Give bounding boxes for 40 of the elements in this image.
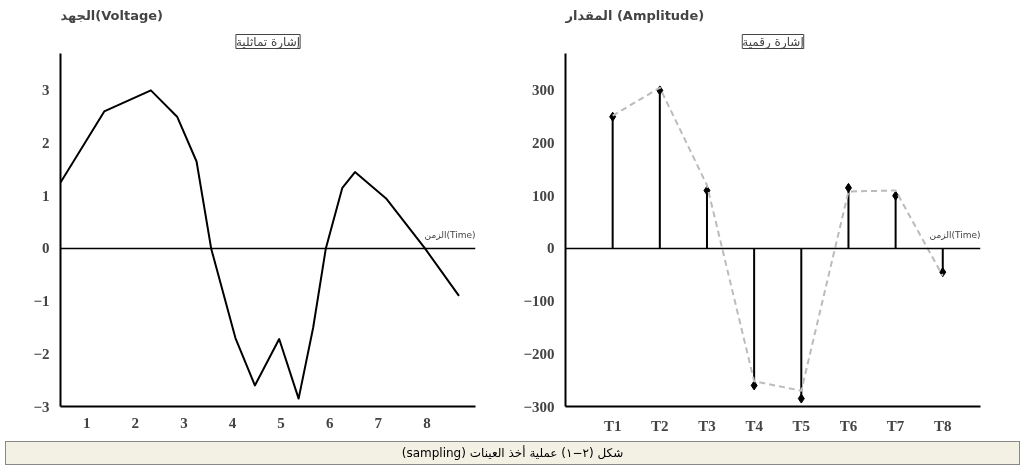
y-tick-label: −300 [523,398,555,415]
x-tick-label: 1 [82,414,91,431]
x-tick-label: 5 [277,414,285,431]
chart-title: إشارة تماثلية [235,34,301,50]
x-tick-label: T6 [839,417,858,434]
text: شكل (٢−١) عملية أخذ العينات (sampling) [401,445,624,462]
y-tick-label: −200 [523,345,555,362]
y-tick-label: −100 [523,293,555,310]
x-tick-label: T2 [651,417,669,434]
x-tick-label: 8 [423,414,431,431]
point [797,393,805,404]
x-tick-label: 4 [228,414,237,431]
chart-title: إشارة رقمية [742,34,804,50]
x-tick-label: T3 [698,417,716,434]
y-tick-label: −3 [33,398,50,415]
x-tick-label: 3 [180,414,188,431]
x-tick-label: 7 [374,414,383,431]
x-axis-title: الزمن(Time) [424,230,476,241]
y-tick-label: 300 [532,82,555,99]
y-tick-label: −2 [33,345,50,362]
y-axis-title: الجهد(Voltage) [60,7,164,23]
y-tick-label: 200 [532,135,555,152]
y-tick-label: −1 [33,293,50,310]
x-tick-label: T5 [792,417,811,434]
x-axis-title: الزمن(Time) [929,230,981,241]
x-tick-label: T7 [886,417,905,434]
x-tick-label: T8 [934,417,952,434]
y-axis-title: المقدار (Amplitude) [564,7,705,23]
x-tick-label: 2 [131,414,140,431]
y-tick-label: 0 [42,240,50,257]
y-tick-label: 100 [532,187,555,204]
x-tick-label: 6 [325,414,334,431]
point [844,182,852,193]
y-tick-label: 0 [547,240,555,257]
y-tick-label: 3 [42,82,50,99]
y-tick-label: 1 [42,187,50,204]
x-tick-label: T4 [745,417,764,434]
x-tick-label: T1 [603,417,622,434]
point [892,190,900,201]
y-tick-label: 2 [42,135,50,152]
